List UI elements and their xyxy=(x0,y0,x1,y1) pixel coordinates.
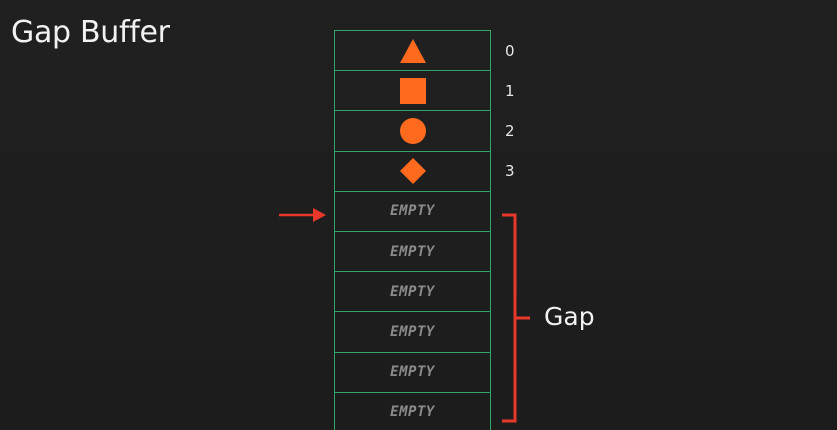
buffer-cell: 0 xyxy=(334,30,515,72)
empty-label: EMPTY xyxy=(390,364,435,381)
empty-label: EMPTY xyxy=(390,323,435,340)
buffer-cell-empty: EMPTY xyxy=(334,351,491,393)
empty-label: EMPTY xyxy=(390,283,435,300)
diamond-icon xyxy=(399,158,426,185)
empty-label: EMPTY xyxy=(390,404,435,421)
empty-label: EMPTY xyxy=(390,243,435,260)
gap-label: Gap xyxy=(544,302,595,331)
triangle-icon xyxy=(399,38,426,63)
buffer-cell-empty: EMPTY xyxy=(334,190,491,232)
buffer-cell-empty: EMPTY xyxy=(334,271,491,313)
cell-index: 0 xyxy=(505,41,515,60)
cell-index: 3 xyxy=(505,162,515,181)
cell-index: 2 xyxy=(505,121,515,140)
gap-bracket xyxy=(502,213,530,423)
buffer-cell-empty: EMPTY xyxy=(334,311,491,353)
buffer-cell: 1 xyxy=(334,70,515,112)
arrow-right-icon xyxy=(279,208,326,222)
empty-label: EMPTY xyxy=(390,203,435,220)
buffer-array: 0 1 2 3 EMPTY EMPTY xyxy=(334,30,515,430)
buffer-cell: 2 xyxy=(334,110,515,152)
buffer-cell: 3 xyxy=(334,150,515,192)
cell-index: 1 xyxy=(505,81,515,100)
buffer-cell-empty: EMPTY xyxy=(334,230,491,273)
square-icon xyxy=(399,77,426,104)
buffer-cell-empty: EMPTY xyxy=(334,391,491,430)
page-title: Gap Buffer xyxy=(11,15,170,50)
circle-icon xyxy=(399,117,426,144)
